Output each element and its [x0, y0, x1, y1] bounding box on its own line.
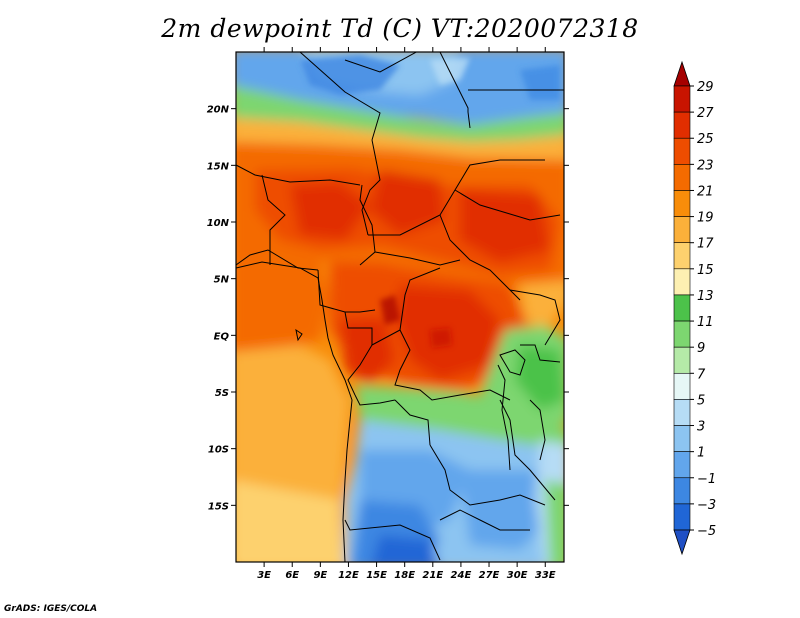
- colorbar-label: 27: [697, 106, 714, 121]
- colorbar-swatch: [673, 242, 691, 270]
- colorbar-label: 9: [697, 341, 705, 356]
- colorbar-label: 19: [697, 211, 714, 226]
- colorbar-swatch: [673, 164, 691, 191]
- map-frame: [235, 51, 565, 563]
- colorbar-label: 17: [697, 237, 714, 252]
- lon-tick-label: 6E: [285, 570, 299, 581]
- lat-tick-label: 10S: [208, 445, 229, 456]
- colorbar-swatch: [673, 320, 691, 348]
- colorbar-label: 25: [697, 132, 714, 147]
- colorbar-swatch: [673, 477, 691, 505]
- colorbar-label: 5: [697, 393, 705, 408]
- lon-tick-label: 3E: [257, 570, 271, 581]
- lat-tick-label: 20N: [207, 105, 230, 116]
- colorbar-label: 3: [697, 420, 705, 435]
- colorbar-label: 23: [697, 158, 714, 173]
- lon-tick-label: 9E: [313, 570, 327, 581]
- lat-tick-label: 5N: [214, 275, 230, 286]
- lat-tick-label: 5S: [215, 388, 229, 399]
- colorbar-top-arrow: [673, 60, 691, 87]
- map-title: 2m dewpoint Td (C) VT:2020072318: [161, 14, 639, 43]
- lon-tick-label: 30E: [507, 570, 528, 581]
- colorbar-label: 29: [697, 80, 714, 95]
- lon-tick-label: 33E: [535, 570, 556, 581]
- country-borders: [236, 52, 564, 561]
- colorbar-swatch: [673, 190, 691, 217]
- lat-tick-label: 15S: [208, 501, 229, 512]
- lon-tick-label: 27E: [479, 570, 500, 581]
- colorbar-swatch: [673, 85, 691, 113]
- lon-tick-label: 24E: [451, 570, 472, 581]
- colorbar-swatch: [673, 294, 691, 322]
- colorbar-label: 13: [697, 289, 714, 304]
- lon-tick-label: 12E: [338, 570, 359, 581]
- colorbar-swatch: [673, 268, 691, 296]
- coastline: [236, 261, 546, 562]
- dewpoint-field: [236, 52, 564, 562]
- colorbar-label: −3: [697, 498, 716, 513]
- lat-tick-label: EQ: [214, 331, 230, 342]
- lat-tick-label: 10N: [207, 218, 230, 229]
- colorbar-swatch: [673, 216, 691, 244]
- grads-credit: GrADS: IGES/COLA: [4, 604, 98, 614]
- lon-tick-label: 18E: [394, 570, 415, 581]
- colorbar-swatch: [673, 111, 691, 139]
- lat-tick-label: 15N: [207, 161, 230, 172]
- colorbar-label: 15: [697, 263, 714, 278]
- colorbar-bottom-arrow: [673, 529, 691, 556]
- colorbar-swatch: [673, 399, 691, 426]
- colorbar-label: 1: [697, 446, 705, 461]
- colorbar-swatch: [673, 137, 691, 165]
- colorbar-label: −1: [697, 472, 716, 487]
- colorbar-swatch: [673, 503, 691, 531]
- longitude-axis: 3E 6E 9E 12E 15E 18E 21E 24E 27E 30E 33E: [257, 47, 556, 581]
- colorbar-label: 11: [697, 315, 714, 330]
- colorbar-swatch: [673, 372, 691, 400]
- lon-tick-label: 21E: [422, 570, 443, 581]
- colorbar-swatch: [673, 346, 691, 374]
- colorbar: 29 27 25 23 21 19 17 15 13 11 9 7 5 3 1 −1 −3 −5: [673, 60, 716, 556]
- colorbar-label: −5: [697, 524, 716, 539]
- lon-tick-label: 15E: [366, 570, 387, 581]
- colorbar-label: 7: [697, 367, 706, 382]
- colorbar-swatch: [673, 451, 691, 479]
- colorbar-label: 21: [697, 184, 714, 199]
- latitude-axis: 20N 15N 10N 5N EQ 5S 10S 15S: [207, 105, 569, 512]
- colorbar-swatch: [673, 425, 691, 452]
